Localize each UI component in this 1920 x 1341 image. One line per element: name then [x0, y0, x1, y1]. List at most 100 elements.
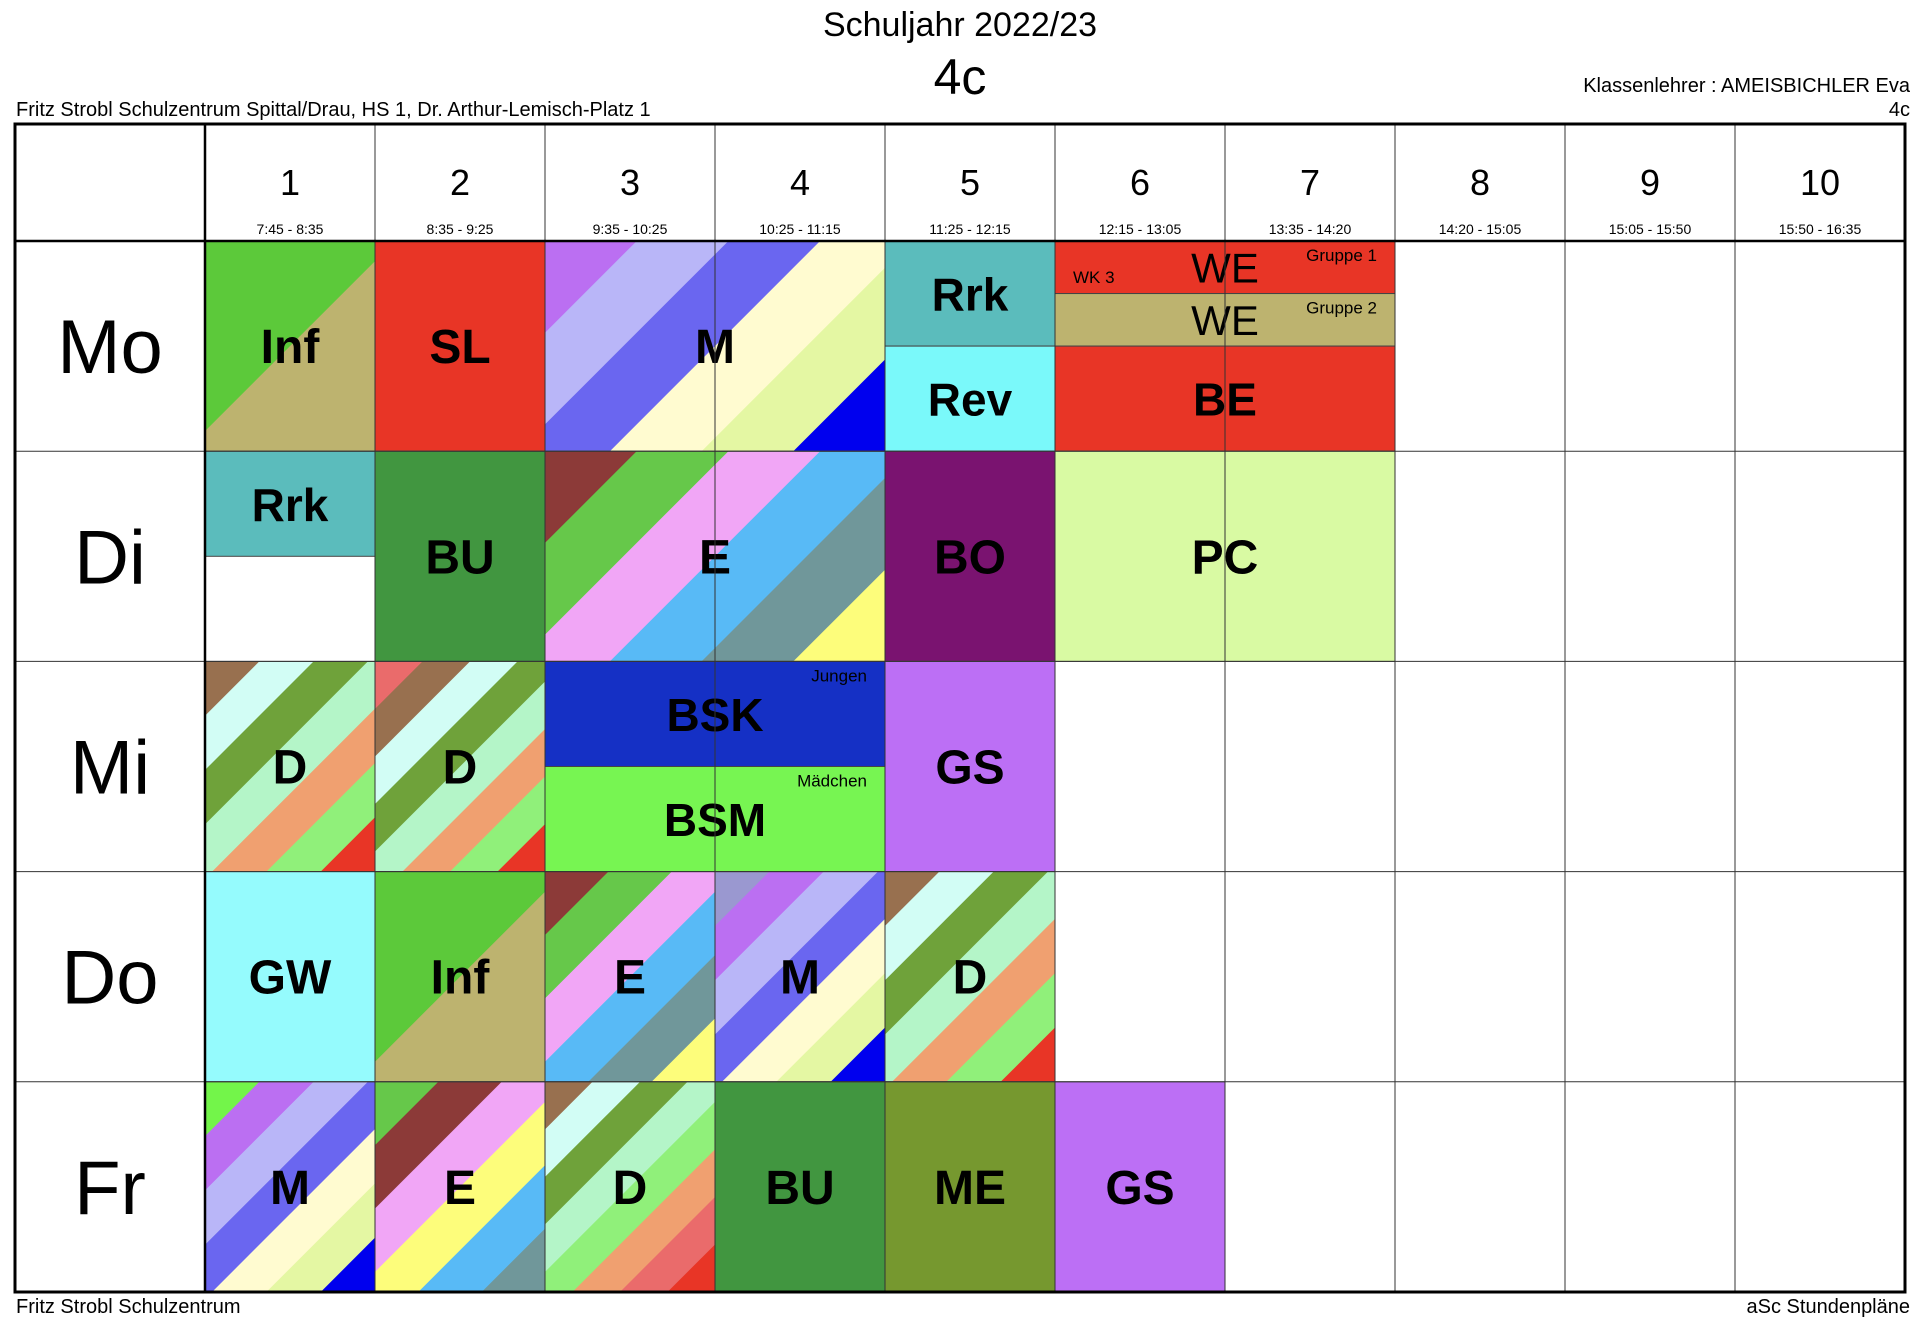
- period-time: 11:25 - 12:15: [929, 221, 1011, 237]
- footer-software: aSc Stundenpläne: [1746, 1296, 1910, 1318]
- subject-label: Rrk: [252, 479, 329, 531]
- class-teacher: Klassenlehrer : AMEISBICHLER Eva: [1583, 75, 1910, 97]
- lesson-block: E: [544, 450, 886, 662]
- lesson-fill: [885, 1081, 1055, 1292]
- lesson-stripes: [205, 661, 375, 872]
- room-label: WK 3: [1073, 268, 1115, 287]
- subject-label: D: [273, 742, 308, 795]
- stripe: [545, 871, 715, 1062]
- subject-label: BO: [934, 531, 1006, 584]
- lesson-fill: [715, 1081, 885, 1292]
- subject-label: Inf: [431, 952, 491, 1005]
- stripe: [205, 241, 375, 432]
- period-number: 3: [620, 162, 640, 203]
- lesson-stripes: [375, 661, 545, 872]
- stripe: [715, 871, 885, 1082]
- stripe: [205, 661, 375, 872]
- subject-label: SL: [429, 321, 490, 374]
- lesson-fill: [1055, 1081, 1225, 1292]
- period-time: 14:20 - 15:05: [1439, 221, 1522, 237]
- period-time: 8:35 - 9:25: [427, 221, 494, 237]
- subject-label: E: [444, 1162, 476, 1215]
- stripe: [545, 871, 609, 935]
- school-address: Fritz Strobl Schulzentrum Spittal/Drau, …: [16, 99, 651, 121]
- grid-lines: [15, 124, 1905, 1292]
- lesson-fill: [205, 871, 375, 1082]
- stripe: [205, 661, 368, 825]
- subject-label: Inf: [261, 321, 321, 374]
- subject-label: M: [780, 952, 820, 1005]
- period-time: 15:05 - 15:50: [1609, 221, 1692, 237]
- class-name-repeat: 4c: [1888, 99, 1910, 121]
- period-number: 10: [1800, 162, 1840, 203]
- stripe: [375, 890, 545, 1082]
- lesson-block: Rev: [884, 345, 1056, 452]
- lesson-stripes: [375, 1081, 545, 1292]
- lesson-block: M: [544, 240, 886, 452]
- stripe: [608, 241, 885, 452]
- day-label: Mo: [57, 305, 163, 390]
- group-label: Mädchen: [797, 772, 867, 791]
- stripe: [545, 451, 821, 662]
- lesson-fill: [375, 241, 545, 452]
- period-number: 4: [790, 162, 810, 203]
- subject-label: D: [613, 1162, 648, 1215]
- lesson-block: Rrk: [884, 240, 1056, 347]
- subject-label: GS: [1105, 1162, 1174, 1215]
- period-time: 10:25 - 11:15: [759, 221, 841, 237]
- subject-label: M: [270, 1162, 310, 1215]
- grid-frame: [13, 122, 1907, 1294]
- period-time: 15:50 - 16:35: [1779, 221, 1862, 237]
- stripe: [375, 661, 518, 804]
- subject-label: ME: [934, 1162, 1006, 1215]
- group-label: Jungen: [811, 666, 867, 685]
- stripe: [205, 1081, 375, 1292]
- lesson-block: Inf: [374, 871, 546, 1083]
- group-label: Gruppe 2: [1306, 299, 1377, 318]
- lesson-fill: [885, 241, 1055, 347]
- subject-label: GS: [935, 742, 1004, 795]
- stripe: [375, 1081, 439, 1146]
- day-label: Fr: [74, 1146, 146, 1231]
- stripe: [375, 661, 423, 709]
- lesson-block: D: [544, 1081, 716, 1293]
- lesson-block: BU: [374, 450, 546, 662]
- stripe: [715, 871, 824, 981]
- stripe: [545, 241, 821, 452]
- stripe: [375, 1100, 545, 1292]
- period-time: 9:35 - 10:25: [593, 221, 668, 237]
- stripe: [715, 871, 878, 1035]
- class-name: 4c: [933, 49, 987, 105]
- stripe: [545, 1081, 715, 1272]
- group-label: Gruppe 1: [1306, 246, 1377, 265]
- stripe: [885, 871, 994, 981]
- lesson-stripes: [545, 1081, 715, 1292]
- lesson-stripes: [545, 451, 885, 662]
- lesson-stripes: [885, 871, 1055, 1082]
- period-number: 2: [450, 162, 470, 203]
- lesson-fill: [885, 451, 1055, 662]
- stripe: [885, 871, 1048, 1035]
- lesson-block: E: [544, 871, 716, 1083]
- lesson-stripes: [375, 871, 545, 1082]
- lesson-block: ME: [884, 1081, 1056, 1293]
- subject-label: GW: [249, 952, 332, 1005]
- subject-label: Rev: [928, 374, 1013, 426]
- stripe: [885, 871, 1055, 1082]
- lesson-block: SL: [374, 240, 546, 452]
- day-label: Mi: [70, 726, 150, 811]
- lesson-block: GW: [204, 871, 376, 1083]
- stripe: [205, 1081, 260, 1137]
- stripe: [545, 241, 637, 333]
- lesson-block: M: [714, 871, 886, 1083]
- stripe: [205, 661, 260, 716]
- lesson-fill: [885, 661, 1055, 872]
- stripe: [375, 680, 545, 872]
- stripe: [205, 260, 375, 452]
- period-number: 7: [1300, 162, 1320, 203]
- stripe: [375, 661, 545, 852]
- stripe: [545, 871, 672, 999]
- period-number: 8: [1470, 162, 1490, 203]
- stripe: [545, 451, 637, 543]
